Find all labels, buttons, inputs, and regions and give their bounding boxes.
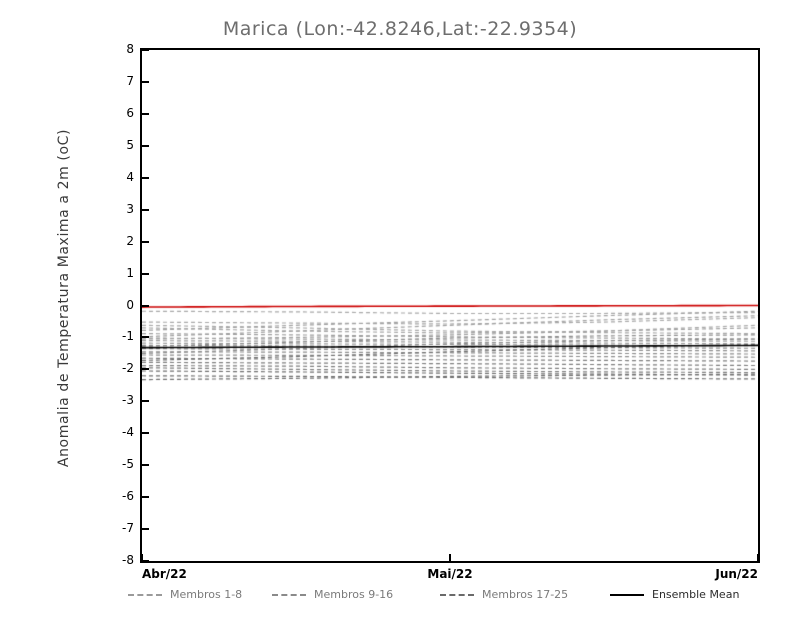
y-tick-mark [142,528,149,531]
y-tick-mark [142,80,149,83]
x-tick-mark [449,554,451,561]
y-tick-mark [142,432,149,435]
y-tick-label: -6 [122,489,134,504]
legend-dash-icon [272,594,306,596]
y-tick-mark [142,464,149,467]
series-canvas [142,50,758,561]
y-axis-label: Anomalia de Temperatura Maxima a 2m (oC) [56,128,72,468]
x-tick-label: Abr/22 [142,567,187,581]
legend-dash-icon [128,594,162,596]
x-tick-label: Jun/22 [715,567,758,581]
legend-dash-icon [440,594,474,596]
y-tick-mark [142,368,149,371]
y-tick-label: 1 [126,265,134,280]
y-tick-mark [142,400,149,403]
legend-label: Ensemble Mean [652,588,740,601]
y-tick-label: -1 [122,329,134,344]
y-tick-mark [142,336,149,339]
x-tick-label: Mai/22 [427,567,473,581]
x-tick-mark [757,554,759,561]
x-tick-mark [141,554,143,561]
y-tick-label: 3 [126,201,134,216]
legend-label: Membros 17-25 [482,588,569,601]
y-tick-mark [142,560,149,562]
y-tick-label: 6 [126,105,134,120]
y-tick-mark [142,304,149,307]
y-tick-mark [142,240,149,243]
y-tick-label: -8 [122,553,134,567]
legend-item: Ensemble Mean [610,588,739,601]
legend-line-icon [610,594,644,596]
y-tick-label: -3 [122,393,134,408]
y-tick-mark [142,112,149,115]
y-tick-mark [142,176,149,179]
plot-area [140,48,760,563]
y-tick-label: 5 [126,137,134,152]
y-tick-label: -2 [122,361,134,376]
chart-title: Marica (Lon:-42.8246,Lat:-22.9354) [222,18,578,40]
y-tick-mark [142,144,149,147]
legend-label: Membros 1-8 [170,588,243,601]
y-tick-mark [142,49,149,51]
legend: Membros 1-8 Membros 9-16 Membros 17-25 Ense… [0,586,800,608]
y-tick-label: 8 [126,42,134,56]
y-tick-label: -4 [122,425,134,440]
y-tick-label: -7 [122,521,134,536]
legend-label: Membros 9-16 [314,588,394,601]
y-tick-label: -5 [122,457,134,472]
legend-item: Membros 9-16 [272,588,393,601]
y-tick-mark [142,272,149,275]
y-tick-label: 0 [126,297,134,312]
legend-item: Membros 1-8 [128,588,242,601]
y-tick-mark [142,496,149,499]
y-tick-label: 7 [126,73,134,88]
y-tick-label: 4 [126,169,134,184]
y-tick-label: 2 [126,233,134,248]
y-tick-mark [142,208,149,211]
legend-item: Membros 17-25 [440,588,568,601]
